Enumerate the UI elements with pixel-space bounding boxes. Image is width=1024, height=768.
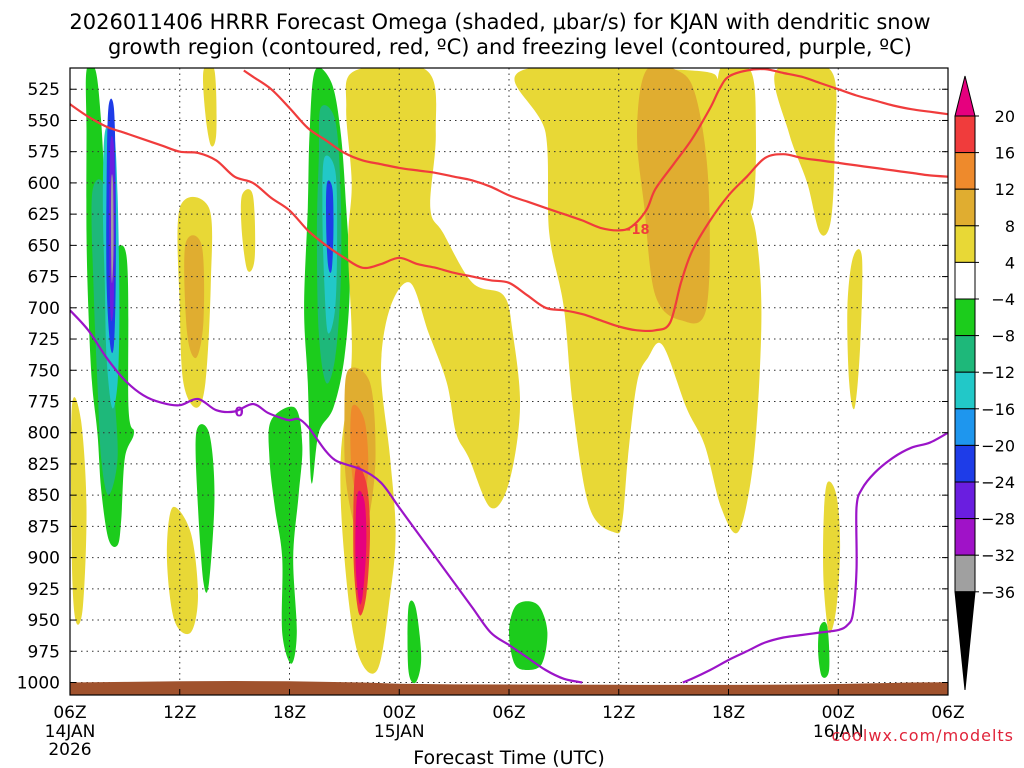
credit-text: coolwx.com/modelts <box>832 726 1014 745</box>
colorbar: 20 16 12 8 4 −4 −8 −12 −16 −20 −24 −28 −32 −36 <box>954 75 1015 691</box>
y-axis: 525 550 575 600 625 650 675 700 725 750 775 800 825 8… <box>17 80 948 694</box>
omega-region-20-level-4 <box>823 481 841 634</box>
omega-region-11-level--8 <box>195 424 215 593</box>
colorbar-segment-5 <box>954 298 976 337</box>
colorbar-segment-6 <box>954 335 976 373</box>
colorbar-segment-2 <box>954 188 976 227</box>
omega-region-31-level-20 <box>355 490 367 605</box>
colorbar-label-9: −20 <box>981 436 1015 455</box>
x-tick-label-0: 06Z <box>53 703 86 723</box>
omega-region-23-level-4 <box>70 397 87 625</box>
colorbar-label-1: 16 <box>995 144 1015 163</box>
colorbar-label-10: −24 <box>981 473 1015 492</box>
x-year-label-0: 2026 <box>48 740 91 760</box>
x-tick-label-6: 18Z <box>712 703 745 723</box>
y-tick-label-800: 800 <box>28 424 60 444</box>
omega-region-13-level--8 <box>407 600 422 684</box>
colorbar-segment-1 <box>954 152 976 190</box>
colorbar-segment-12 <box>954 554 976 593</box>
chart-title-line1: 2026011406 HRRR Forecast Omega (shaded, … <box>69 10 930 34</box>
colorbar-segment-4 <box>954 261 976 300</box>
y-tick-label-825: 825 <box>28 455 60 475</box>
colorbar-label-7: −12 <box>981 363 1015 382</box>
y-tick-label-550: 550 <box>28 111 60 131</box>
y-tick-label-925: 925 <box>28 580 60 600</box>
y-tick-label-625: 625 <box>28 205 60 225</box>
omega-region-5-level--32 <box>111 174 114 284</box>
red-contour-0 <box>70 103 948 333</box>
x-date-label-7: 16JAN <box>813 722 864 742</box>
colorbar-label-6: −8 <box>991 327 1015 346</box>
colorbar-label-8: −16 <box>981 400 1015 419</box>
omega-region-22-level-4 <box>166 506 198 635</box>
x-tick-label-3: 00Z <box>383 703 416 723</box>
x-tick-label-8: 06Z <box>931 703 964 723</box>
dotted-grid <box>70 68 948 695</box>
y-tick-label-750: 750 <box>28 361 60 381</box>
colorbar-segment-0 <box>954 115 976 154</box>
colorbar-label-5: −4 <box>991 290 1015 309</box>
x-tick-label-2: 18Z <box>273 703 306 723</box>
y-tick-label-775: 775 <box>28 392 60 412</box>
x-axis-label: Forecast Time (UTC) <box>413 747 604 768</box>
colorbar-segment-8 <box>954 408 976 446</box>
contour-lines: −18 0 <box>70 68 948 684</box>
omega-region-19-level-4 <box>847 249 863 410</box>
x-date-label-3: 15JAN <box>374 722 425 742</box>
x-tick-label-7: 00Z <box>822 703 855 723</box>
y-tick-label-675: 675 <box>28 268 60 288</box>
omega-region-15-level-4 <box>340 68 521 674</box>
y-tick-label-950: 950 <box>28 611 60 631</box>
red-contour-1 <box>243 68 948 232</box>
omega-region-12-level--8 <box>509 601 548 670</box>
y-tick-label-900: 900 <box>28 549 60 569</box>
y-tick-label-875: 875 <box>28 517 60 537</box>
omega-region-10-level--8 <box>268 406 303 664</box>
colorbar-segment-10 <box>954 481 976 520</box>
plot-area: −18 0 <box>70 68 948 695</box>
y-tick-label-725: 725 <box>28 330 60 350</box>
colorbar-label-2: 12 <box>995 180 1015 199</box>
purple-contour-0 <box>70 309 583 684</box>
colorbar-label-4: 4 <box>1005 253 1015 272</box>
colorbar-label-11: −28 <box>981 510 1015 529</box>
colorbar-segment-11 <box>954 518 976 556</box>
colorbar-bottom-arrow <box>954 591 976 691</box>
y-tick-label-700: 700 <box>28 299 60 319</box>
colorbar-label-0: 20 <box>995 107 1015 126</box>
y-tick-label-1000: 1000 <box>17 674 60 694</box>
omega-region-26-level-8 <box>636 68 710 324</box>
colorbar-label-12: −32 <box>981 546 1015 565</box>
omega-region-14-level--8 <box>818 621 830 678</box>
colorbar-segment-7 <box>954 371 976 410</box>
y-tick-label-575: 575 <box>28 143 60 163</box>
omega-region-17-level-4 <box>774 68 837 236</box>
y-tick-label-975: 975 <box>28 642 60 662</box>
purple-contour-label-0: 0 <box>235 405 244 420</box>
colorbar-segment-3 <box>954 225 976 263</box>
omega-region-28-level-8 <box>184 235 205 359</box>
colorbar-segment-9 <box>954 444 976 483</box>
omega-region-24-level-4 <box>202 68 217 147</box>
x-tick-label-5: 12Z <box>602 703 635 723</box>
chart-title-line2: growth region (contoured, red, ºC) and f… <box>108 35 912 59</box>
y-tick-label-650: 650 <box>28 236 60 256</box>
x-tick-label-4: 06Z <box>492 703 525 723</box>
x-date-label-0: 14JAN <box>45 722 96 742</box>
y-tick-label-850: 850 <box>28 486 60 506</box>
x-tick-label-1: 12Z <box>163 703 196 723</box>
omega-region-1-level--12 <box>91 179 118 496</box>
omega-region-25-level-4 <box>240 189 256 272</box>
y-tick-label-600: 600 <box>28 174 60 194</box>
omega-shaded-regions <box>70 68 863 684</box>
red-contour-label-1: −18 <box>621 223 650 238</box>
purple-contour-1 <box>682 431 948 684</box>
y-tick-label-525: 525 <box>28 80 60 100</box>
colorbar-label-3: 8 <box>1005 217 1015 236</box>
colorbar-label-13: −36 <box>981 583 1015 602</box>
